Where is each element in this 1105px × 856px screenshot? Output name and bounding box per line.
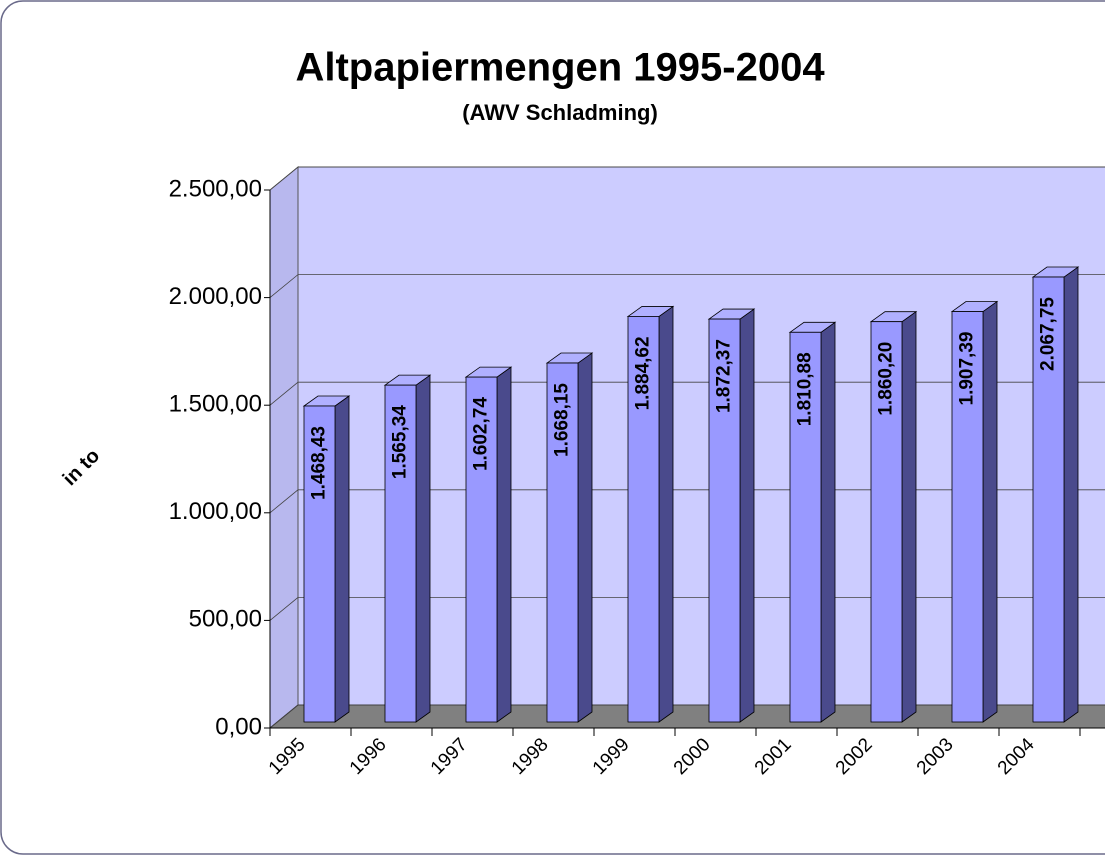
grid-line bbox=[269, 489, 1105, 514]
data-label: 1.668,15 bbox=[552, 383, 573, 457]
bar-side bbox=[739, 308, 755, 723]
bar-side bbox=[415, 374, 431, 723]
bar bbox=[546, 362, 579, 723]
bar bbox=[303, 405, 336, 723]
bar-side bbox=[658, 305, 674, 723]
bar bbox=[384, 384, 417, 723]
chart-subtitle: (AWV Schladming) bbox=[462, 100, 658, 125]
y-tick-label: 0,00 bbox=[215, 713, 262, 740]
data-label: 1.810,88 bbox=[795, 352, 816, 426]
data-label: 1.907,39 bbox=[957, 332, 978, 406]
bar bbox=[1032, 276, 1065, 723]
data-label: 1.860,20 bbox=[876, 342, 897, 416]
y-tick-label: 2.000,00 bbox=[169, 283, 262, 310]
chart-title: Altpapiermengen 1995-2004 bbox=[295, 46, 825, 90]
data-label: 1.565,34 bbox=[390, 405, 411, 479]
bar-side bbox=[577, 352, 593, 723]
y-tick-label: 500,00 bbox=[189, 606, 262, 633]
y-tick-label: 1.000,00 bbox=[169, 498, 262, 525]
bar-side bbox=[982, 300, 998, 723]
bar bbox=[708, 318, 741, 723]
grid-line bbox=[269, 704, 1105, 729]
grid-line bbox=[269, 381, 1105, 406]
bar bbox=[627, 316, 660, 723]
grid-line bbox=[269, 166, 1105, 191]
data-label: 1.468,43 bbox=[309, 426, 330, 500]
data-label: 1.872,37 bbox=[714, 339, 735, 413]
grid-line bbox=[269, 597, 1105, 621]
y-tick-label: 2.500,00 bbox=[169, 175, 262, 202]
bar-side bbox=[334, 395, 350, 723]
bar-side bbox=[901, 310, 917, 723]
data-label: 1.602,74 bbox=[471, 397, 492, 471]
data-label: 1.884,62 bbox=[633, 336, 654, 410]
bar bbox=[951, 311, 984, 723]
bar-side bbox=[1063, 266, 1079, 723]
data-label: 2.067,75 bbox=[1038, 297, 1059, 371]
y-tick-label: 1.500,00 bbox=[169, 391, 262, 418]
bar bbox=[465, 376, 498, 723]
grid-line bbox=[269, 274, 1105, 298]
bar bbox=[789, 331, 822, 723]
bar-side bbox=[496, 366, 512, 723]
bar-side bbox=[820, 321, 836, 723]
side-wall bbox=[269, 165, 299, 730]
bar bbox=[870, 321, 903, 723]
